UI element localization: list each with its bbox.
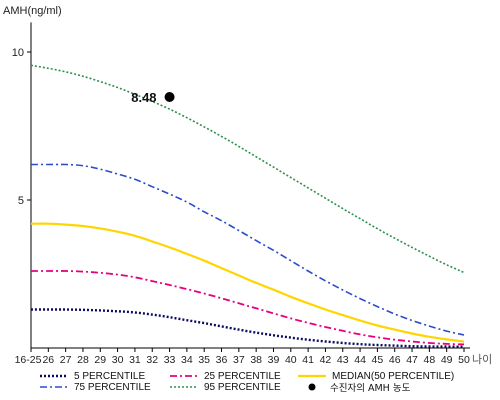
legend-label-point: 수진자의 AMH 농도 (330, 383, 411, 394)
x-tick-label: 42 (320, 354, 332, 366)
x-tick-label: 37 (233, 354, 245, 366)
legend-label-4: 95 PERCENTILE (204, 382, 281, 393)
x-tick-label: 28 (77, 354, 89, 366)
percentile-lines (30, 64, 465, 348)
chart-legend: 5 PERCENTILE 25 PERCENTILE MEDIAN(50 PERCE… (40, 371, 454, 394)
x-tick-label: 40 (285, 354, 297, 366)
legend-swatch-point (308, 383, 316, 391)
x-tick-label: 45 (372, 354, 384, 366)
patient-amh-value-label: 8.48 (131, 90, 156, 105)
series-line-4 (30, 64, 465, 274)
x-tick-label: 33 (164, 354, 176, 366)
x-tick-label: 48 (424, 354, 436, 366)
x-tick-label: 49 (441, 354, 453, 366)
x-tick-label: 43 (337, 354, 349, 366)
legend-label-1: 25 PERCENTILE (204, 371, 281, 382)
x-axis-unit-label: 나이 (472, 353, 492, 366)
x-tick-label: 50 (458, 354, 470, 366)
x-axis-ticks: 16-25 26 27 28 29 30 31 32 33 34 35 36 37 38 39 40 41 42 4… (15, 348, 470, 366)
x-tick-label: 34 (181, 354, 193, 366)
series-line-0 (31, 308, 465, 348)
y-axis-ticks: 5 10 (12, 47, 31, 207)
y-tick-label: 10 (12, 47, 24, 59)
series-line-2 (30, 222, 465, 343)
x-tick-label: 32 (146, 354, 158, 366)
x-tick-label: 26 (42, 354, 54, 366)
patient-points: 8.48 (131, 90, 175, 105)
x-tick-label: 16-25 (15, 354, 42, 366)
x-tick-label: 46 (389, 354, 401, 366)
x-tick-label: 38 (250, 354, 262, 366)
legend-label-2: MEDIAN(50 PERCENTILE) (332, 371, 454, 382)
x-tick-label: 44 (354, 354, 366, 366)
x-tick-label: 36 (216, 354, 228, 366)
x-tick-label: 31 (129, 354, 141, 366)
legend-label-0: 5 PERCENTILE (74, 371, 145, 382)
series-line-1 (30, 270, 465, 346)
x-tick-label: 47 (406, 354, 418, 366)
x-tick-label: 41 (302, 354, 314, 366)
legend-label-3: 75 PERCENTILE (74, 382, 151, 393)
chart-axes (30, 22, 470, 349)
x-tick-label: 35 (198, 354, 210, 366)
patient-amh-point (164, 91, 175, 102)
x-tick-label: 29 (94, 354, 106, 366)
y-tick-label: 5 (18, 195, 24, 207)
x-tick-label: 39 (268, 354, 280, 366)
y-axis-title: AMH(ng/ml) (3, 5, 62, 17)
x-tick-label: 27 (60, 354, 72, 366)
series-line-3 (31, 163, 465, 336)
x-tick-label: 30 (112, 354, 124, 366)
